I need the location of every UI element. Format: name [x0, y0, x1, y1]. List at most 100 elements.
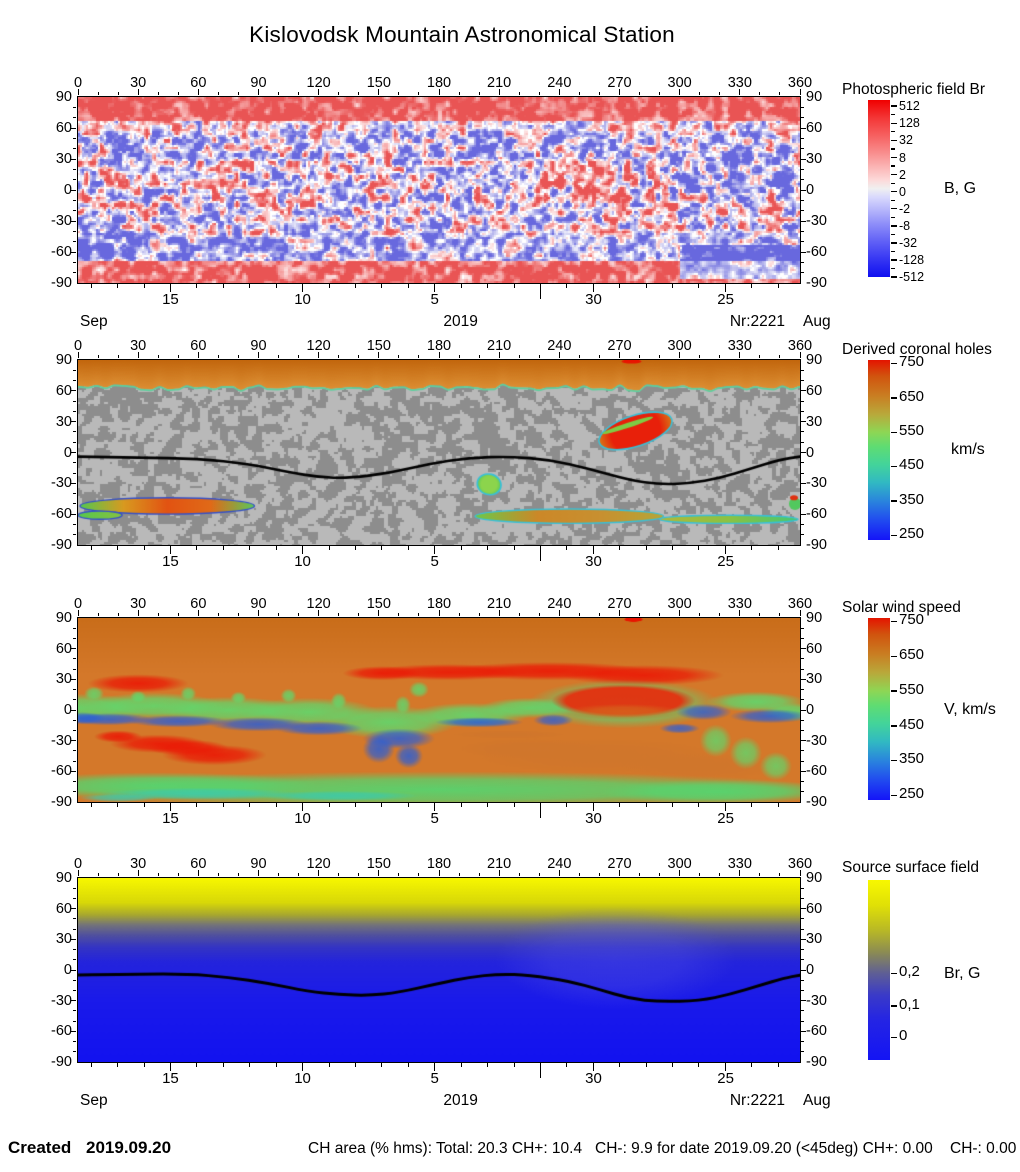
lat-tick-left [71, 1000, 76, 1002]
panel-source-surface-field-plot [77, 877, 801, 1063]
date-minor-tick [117, 803, 119, 807]
lat-axis-label-left: 90 [55, 870, 72, 886]
lon-axis-label: 330 [727, 596, 752, 612]
panel-photospheric-field-heatmap [78, 97, 800, 283]
lon-axis-label: 120 [306, 338, 331, 354]
lon-tick [619, 352, 620, 358]
lat-axis-label-left: 0 [63, 702, 72, 718]
date-minor-tick [698, 546, 700, 550]
lat-tick-right [801, 1041, 804, 1043]
lon-tick [318, 870, 320, 876]
month-label-right: Aug [803, 1092, 831, 1109]
lon-tick [779, 354, 781, 358]
lat-tick-left [73, 534, 76, 536]
lon-tick [217, 872, 219, 876]
date-minor-tick [487, 284, 489, 288]
lat-tick-right [801, 709, 806, 711]
lon-axis-label: 0 [73, 338, 83, 354]
date-minor-tick [143, 803, 145, 807]
lon-axis-label: 0 [73, 75, 83, 91]
lat-tick-left [73, 241, 76, 243]
lon-tick [117, 872, 119, 876]
lon-tick [799, 870, 801, 876]
date-minor-tick [513, 284, 515, 288]
colorbar-tick-label: 250 [899, 785, 925, 803]
lon-axis-label: 210 [487, 75, 512, 91]
date-minor-tick [777, 284, 779, 288]
lon-tick [518, 872, 520, 876]
lon-tick [177, 354, 179, 358]
lon-tick [478, 872, 480, 876]
lat-tick-right [801, 658, 804, 660]
lat-tick-left [73, 148, 76, 150]
lon-tick [418, 872, 420, 876]
lat-tick-left [73, 168, 76, 170]
colorbar-tick [891, 242, 897, 244]
panel-solar-wind-speed-heatmap [78, 618, 800, 802]
lat-axis-label-right: 30 [806, 413, 823, 430]
lat-tick-right [801, 938, 806, 940]
date-label: 25 [717, 810, 734, 827]
month-label-right: Aug [803, 313, 831, 330]
lon-tick [157, 872, 159, 876]
panel-solar-wind-speed-plot [77, 617, 801, 803]
date-minor-tick [222, 803, 224, 807]
date-minor-tick [275, 546, 277, 550]
lat-tick-left [73, 199, 76, 201]
date-major-tick [434, 546, 436, 554]
date-major-tick [302, 803, 304, 811]
date-minor-tick [513, 546, 515, 550]
colorbar-tick [891, 431, 897, 434]
lon-tick [578, 91, 580, 95]
lon-tick [719, 612, 721, 616]
footer-ch-area-text: CH area (% hms): Total: 20.3 CH+: 10.4 C… [308, 1140, 1017, 1157]
lon-tick [799, 610, 801, 616]
lon-tick [659, 612, 661, 616]
colorbar-title-derived-coronal-holes: Derived coronal holes [842, 341, 992, 358]
colorbar-solar-wind-speed [868, 618, 890, 800]
lat-tick-right [801, 770, 806, 772]
date-minor-tick [275, 1063, 277, 1067]
lon-tick [759, 872, 761, 876]
month-boundary-tick [540, 546, 542, 561]
lon-axis-label: 240 [547, 75, 572, 91]
lon-tick [338, 91, 340, 95]
date-major-tick [302, 1063, 304, 1071]
date-minor-tick [90, 1063, 92, 1067]
lon-tick [578, 354, 580, 358]
lat-axis-label-right: -90 [806, 537, 827, 553]
lon-axis-label: 120 [306, 596, 331, 612]
footer-created-date: 2019.09.20 [86, 1138, 172, 1157]
lon-tick [77, 352, 79, 358]
colorbar-tick [891, 173, 897, 176]
lat-axis-label-left: 30 [55, 413, 72, 430]
lon-tick [598, 872, 600, 876]
lon-tick [378, 870, 380, 876]
lat-tick-right [801, 272, 804, 274]
lon-tick [619, 89, 620, 95]
date-minor-tick [275, 803, 277, 807]
date-minor-tick [751, 284, 753, 288]
colorbar-minor-tick [891, 250, 895, 252]
lon-tick [177, 612, 179, 616]
lat-tick-right [801, 400, 804, 402]
lon-tick [699, 872, 701, 876]
lon-tick [498, 89, 500, 95]
lat-tick-left [71, 740, 76, 742]
lat-tick-right [801, 969, 806, 971]
lon-tick [237, 354, 239, 358]
date-minor-tick [407, 803, 409, 807]
date-minor-tick [645, 1063, 647, 1067]
lon-tick [197, 89, 199, 95]
lat-tick-left [71, 127, 76, 129]
lon-tick [518, 91, 520, 95]
date-major-tick [169, 1063, 171, 1071]
lon-tick [558, 352, 560, 358]
lat-axis-label-right: -60 [806, 244, 827, 260]
lat-tick-left [71, 390, 76, 392]
date-label: 5 [430, 810, 439, 827]
colorbar-tick [891, 156, 897, 159]
lon-tick [378, 89, 380, 95]
lon-tick [318, 610, 320, 616]
lon-axis-label: 300 [667, 75, 692, 91]
